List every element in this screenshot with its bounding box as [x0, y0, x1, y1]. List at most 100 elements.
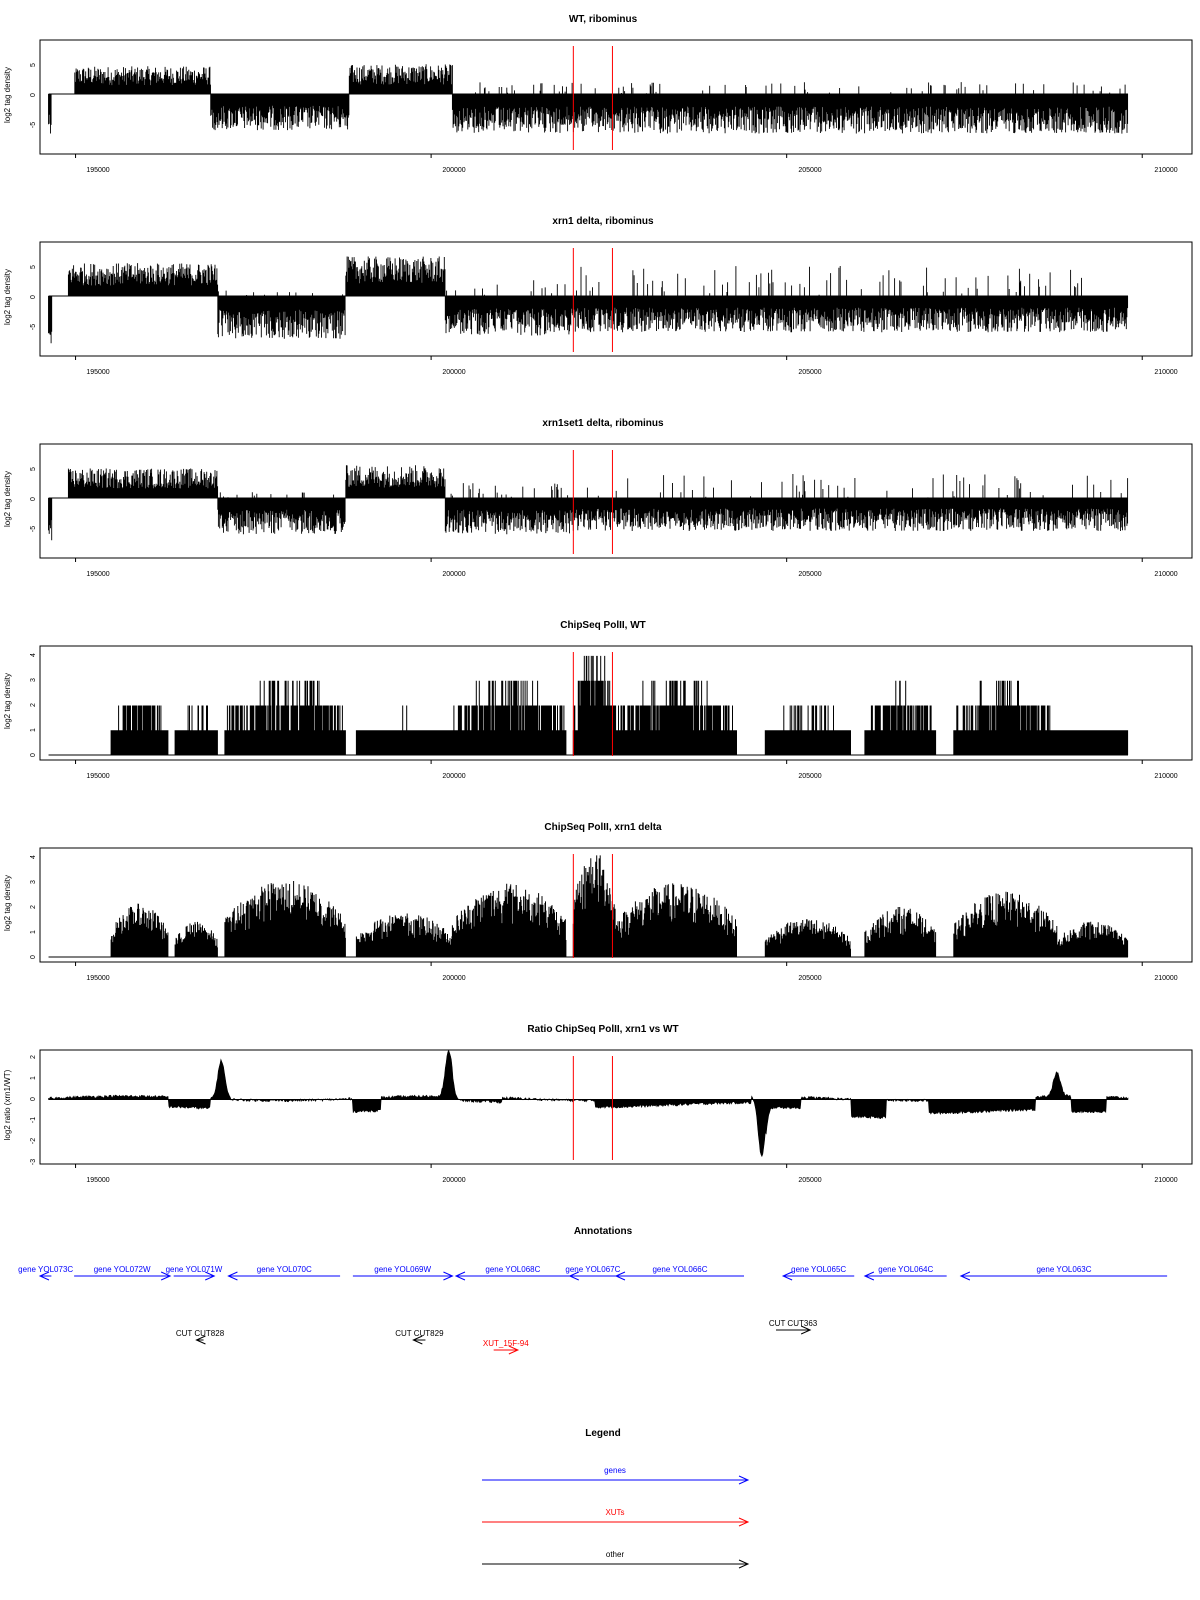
gene-label: gene YOL066C: [652, 1265, 707, 1274]
y-tick-label: 1: [30, 728, 37, 732]
x-tick-label: 205000: [798, 571, 821, 578]
x-tick-label: 200000: [442, 571, 465, 578]
cut-arrowhead: [412, 1335, 423, 1345]
x-tick-label: 210000: [1154, 1177, 1177, 1184]
x-tick-label: 195000: [86, 167, 109, 174]
x-tick-label: 200000: [442, 369, 465, 376]
x-tick-label: 205000: [798, 1177, 821, 1184]
y-tick-label: 4: [30, 653, 37, 657]
gene-arrowhead: [781, 1271, 793, 1281]
panel-title: xrn1 delta, ribominus: [552, 216, 654, 227]
legend-arrowhead: [738, 1559, 750, 1569]
x-tick-label: 210000: [1154, 369, 1177, 376]
panel-title: ChipSeq PolII, xrn1 delta: [544, 822, 662, 833]
plot-area: [39, 241, 1193, 360]
y-tick-label: 1: [30, 1076, 37, 1080]
gene-arrowhead: [568, 1271, 579, 1281]
gene-label: gene YOL064C: [878, 1265, 933, 1274]
y-tick-label: 0: [30, 295, 37, 299]
signal-bars: [110, 855, 1129, 957]
panel-wt-ribominus: WT, ribominus log2 tag density 195000 20…: [3, 14, 1193, 174]
y-ticks: 0 1 2 3 4: [30, 855, 37, 959]
xut-label: XUT_15F-94: [483, 1339, 529, 1348]
x-tick-label: 200000: [442, 167, 465, 174]
y-axis-label: log2 tag density: [3, 67, 12, 123]
y-tick-label: 2: [30, 703, 37, 707]
gene-label: gene YOL067C: [565, 1265, 620, 1274]
legend-label: XUTs: [605, 1508, 624, 1517]
plot-frame: [39, 645, 1193, 761]
y-tick-label: -5: [30, 324, 37, 330]
y-tick-label: 3: [30, 880, 37, 884]
x-tick-label: 195000: [86, 773, 109, 780]
x-ticks: 195000 200000 205000 210000: [86, 369, 1177, 376]
y-tick-label: 0: [30, 955, 37, 959]
y-tick-label: -5: [30, 122, 37, 128]
x-tick-label: 205000: [798, 167, 821, 174]
plot-frame: [39, 241, 1193, 357]
ratio-area: [48, 1049, 1129, 1158]
y-ticks: -5 0 5: [30, 265, 37, 330]
gene-arrowhead: [205, 1271, 216, 1281]
y-ticks: -5 0 5: [30, 63, 37, 128]
x-tick-label: 210000: [1154, 975, 1177, 982]
y-tick-label: 5: [30, 467, 37, 471]
x-tick-label: 205000: [798, 773, 821, 780]
y-ticks: -5 0 5: [30, 467, 37, 532]
cut-label: CUT CUT829: [395, 1329, 444, 1338]
plot-area: [39, 645, 1193, 764]
y-tick-label: -5: [30, 526, 37, 532]
xut-arrowhead: [508, 1345, 520, 1355]
panel-chipseq-xrn1: ChipSeq PolII, xrn1 delta log2 tag densi…: [3, 822, 1193, 982]
plot-frame: [39, 1049, 1193, 1165]
y-tick-label: 5: [30, 63, 37, 67]
gene-arrowhead: [160, 1271, 172, 1281]
gene-label: gene YOL071W: [166, 1265, 223, 1274]
y-axis-label: log2 tag density: [3, 269, 12, 325]
legend-items: genes XUTs other: [482, 1466, 750, 1569]
cut-label: CUT CUT828: [176, 1329, 225, 1338]
y-tick-label: -3: [30, 1159, 37, 1165]
annotations-track: Annotations gene YOL073C gene YOL072W gene…: [18, 1226, 1168, 1355]
plot-frame: [39, 847, 1193, 963]
gene-arrowhead: [443, 1271, 454, 1281]
x-tick-label: 200000: [442, 773, 465, 780]
legend: Legend genes XUTs other: [482, 1428, 750, 1569]
plot-area: [39, 39, 1193, 158]
panel-title: xrn1set1 delta, ribominus: [542, 418, 664, 429]
legend-label: other: [606, 1550, 625, 1559]
gene-label: gene YOL072W: [94, 1265, 151, 1274]
y-tick-label: 0: [30, 1097, 37, 1101]
plot-area: [39, 847, 1193, 966]
y-tick-label: 5: [30, 265, 37, 269]
panel-ratio-chipseq: Ratio ChipSeq PolII, xrn1 vs WT log2 rat…: [3, 1024, 1193, 1184]
gene-arrowhead: [614, 1271, 626, 1281]
x-tick-label: 210000: [1154, 773, 1177, 780]
y-tick-label: 4: [30, 855, 37, 859]
y-tick-label: -1: [30, 1117, 37, 1123]
x-tick-label: 200000: [442, 1177, 465, 1184]
x-tick-label: 195000: [86, 369, 109, 376]
signal-bars: [48, 256, 1129, 344]
legend-label: genes: [604, 1466, 626, 1475]
panel-title: Ratio ChipSeq PolII, xrn1 vs WT: [527, 1024, 678, 1035]
y-tick-label: -2: [30, 1138, 37, 1144]
cut-arrowhead: [800, 1325, 812, 1335]
legend-title: Legend: [585, 1428, 621, 1439]
y-ticks: -3 -2 -1 0 1 2: [30, 1055, 37, 1165]
x-ticks: 195000 200000 205000 210000: [86, 571, 1177, 578]
y-tick-label: 1: [30, 930, 37, 934]
x-tick-label: 195000: [86, 975, 109, 982]
x-tick-label: 210000: [1154, 571, 1177, 578]
plot-frame: [39, 443, 1193, 559]
panel-xrn1set1-ribominus: xrn1set1 delta, ribominus log2 tag densi…: [3, 418, 1193, 578]
x-ticks: 195000 200000 205000 210000: [86, 773, 1177, 780]
y-axis-label: log2 tag density: [3, 673, 12, 729]
gene-label: gene YOL068C: [485, 1265, 540, 1274]
panel-chipseq-wt: ChipSeq PolII, WT log2 tag density 19500…: [3, 620, 1193, 780]
x-tick-label: 195000: [86, 1177, 109, 1184]
x-tick-label: 205000: [798, 369, 821, 376]
y-tick-label: 0: [30, 497, 37, 501]
signal-bars: [48, 465, 1129, 541]
